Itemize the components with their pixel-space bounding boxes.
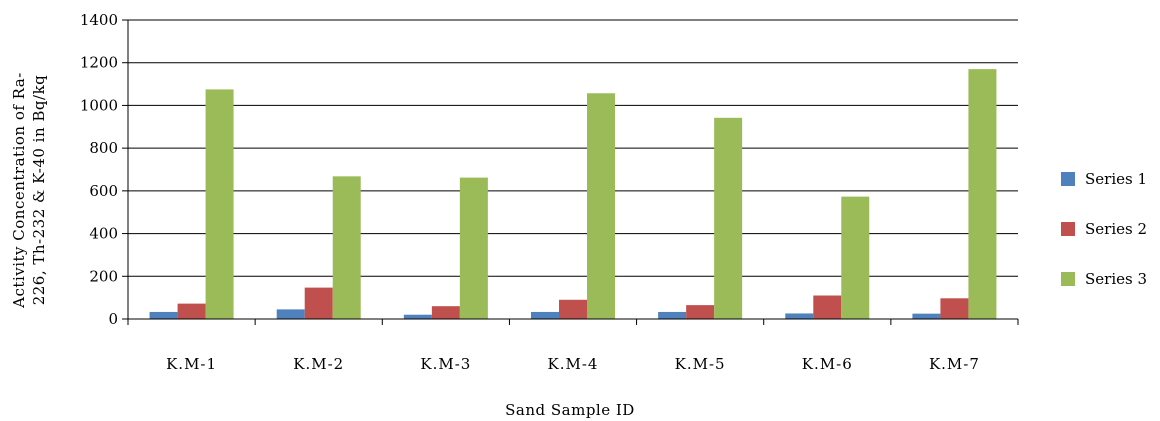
bar-series-3: [841, 196, 870, 319]
x-tick-label: K.M-6: [802, 355, 853, 373]
bar-series-3: [587, 93, 615, 319]
bar-series-1: [531, 311, 559, 319]
bar-series-1: [785, 313, 814, 319]
x-tick-label: K.M-7: [929, 355, 980, 373]
gridlines: [128, 19, 1018, 277]
legend-swatch: [1061, 222, 1075, 236]
bar-series-1: [912, 313, 941, 319]
y-tick-label: 0: [108, 310, 118, 328]
bar-series-1: [658, 311, 687, 319]
bar-series-2: [813, 295, 842, 319]
x-tick-label: K.M-4: [548, 355, 599, 373]
y-tick-label: 800: [89, 139, 118, 157]
y-axis-title-line-1: Activity Concentration of Ra-: [10, 72, 28, 309]
x-tick-label: K.M-3: [420, 355, 471, 373]
bar-series-1: [276, 309, 305, 319]
legend: Series 1 Series 2 Series 3: [1061, 170, 1147, 288]
bar-series-3: [968, 69, 997, 319]
legend-label: Series 2: [1085, 220, 1147, 238]
bar-series-1: [149, 311, 178, 319]
y-tick-label: 400: [89, 225, 118, 243]
bars: [149, 69, 997, 320]
x-tick-labels: K.M-1 K.M-2 K.M-3 K.M-4 K.M-5 K.M-6 K.M-7: [166, 355, 980, 373]
bar-series-3: [332, 176, 361, 319]
bar-series-3: [459, 177, 488, 319]
bar-series-2: [686, 305, 715, 319]
y-tick-label: 1200: [80, 54, 118, 72]
x-tick-label: K.M-1: [166, 355, 217, 373]
bar-series-2: [431, 306, 460, 319]
bar-series-2: [304, 287, 333, 319]
y-axis-title: Activity Concentration of Ra- 226, Th-23…: [10, 72, 48, 309]
legend-label: Series 3: [1085, 270, 1147, 288]
legend-label: Series 1: [1085, 170, 1147, 188]
x-axis-title: Sand Sample ID: [505, 401, 635, 419]
axes: [122, 19, 1019, 325]
bar-series-2: [940, 298, 969, 319]
x-tick-label: K.M-5: [675, 355, 726, 373]
bar-series-2: [559, 299, 587, 319]
y-tick-label: 1400: [80, 11, 118, 29]
bar-series-3: [714, 117, 743, 320]
bar-series-1: [403, 314, 432, 319]
y-tick-label: 200: [89, 267, 118, 285]
legend-swatch: [1061, 172, 1075, 186]
legend-swatch: [1061, 272, 1075, 286]
y-tick-label: 1000: [80, 96, 118, 114]
y-tick-labels: 0 200 400 600 800 1000 1200 1400: [80, 11, 118, 328]
bar-series-2: [177, 303, 206, 319]
x-tick-label: K.M-2: [293, 355, 344, 373]
y-axis-title-line-2: 226, Th-232 & K-40 in Bq/kq: [30, 75, 48, 306]
y-tick-label: 600: [89, 182, 118, 200]
bar-series-3: [205, 89, 234, 320]
